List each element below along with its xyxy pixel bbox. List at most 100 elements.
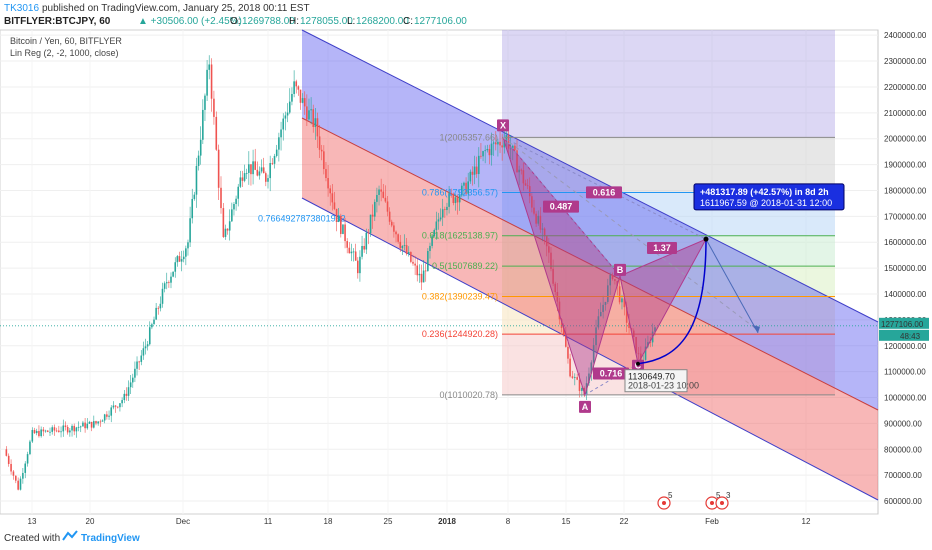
regression-channel: 0.7664927873801932 [258,29,879,501]
candle-body [571,376,574,378]
y-tick-label: 1100000.00 [884,368,926,377]
candle-body [541,228,544,230]
candle-body [299,89,302,103]
candle-body [159,303,162,309]
candle-body [427,251,429,272]
candle-body [465,182,467,194]
candle-body [550,252,552,269]
candle-body [265,173,267,182]
projection-end-dot [703,236,709,242]
candle-body [170,276,172,283]
fib-label: 0.5(1507689.22) [432,261,498,271]
candle-body [602,304,604,313]
candle-body [654,327,656,332]
candle-body [614,279,616,281]
candle-body [331,193,334,203]
candle-body [14,475,17,481]
x-tick-label: 20 [86,517,95,526]
x-tick-label: Feb [705,517,719,526]
time-axis[interactable]: 13 20 Dec 11 18 25 2018 8 15 22 Feb 125 5 3 [28,491,811,526]
candle-body [621,298,623,303]
candle-body [208,64,211,70]
candle-body [55,430,58,432]
candle-body [146,344,149,347]
footer-bar [0,526,932,550]
candle-body [187,242,189,249]
candle-body [528,186,531,197]
candle-body [618,286,621,303]
candle-body [140,355,143,362]
candle-body [361,245,363,257]
candle-body [22,472,24,479]
candle-body [142,348,145,356]
candle-body [262,167,265,174]
candle-body [26,454,29,464]
point-a-label: A [582,402,589,412]
candle-body [155,307,157,320]
candle-body [628,322,630,329]
candle-body [539,215,542,230]
candle-body [84,422,86,429]
candle-body [604,301,607,305]
event-marker-dot [662,501,666,505]
x-tick-label: 11 [264,517,273,526]
candle-body [256,169,259,176]
fib-label: 0.618(1625138.97) [422,231,498,241]
candle-body [17,480,19,490]
ohlc-close: 1277106.00 [414,16,467,27]
candle-body [217,149,220,188]
harmonic-pattern[interactable]: X A B C 0.487 0.616 1.37 0.716 +481317.89 (+42.5… [497,119,845,413]
candle-body [185,248,187,257]
candle-body [397,234,399,242]
candle-body [340,215,342,234]
candle-body [469,171,472,182]
candle-body [31,429,34,442]
footer-brand[interactable]: TradingView [81,533,140,544]
candle-body [461,185,463,196]
candle-body [75,427,78,432]
candle-body [44,430,47,432]
candle-body [401,245,404,249]
candle-body [499,141,501,146]
point-x-label: X [500,120,506,130]
x-tick-label: 13 [28,517,37,526]
candle-body [226,228,229,231]
candle-body [371,214,374,217]
candle-body [95,421,97,424]
ratio-0616-bg [586,186,622,199]
ohlc-low: 1268200.00 [356,16,409,27]
event-marker-dot [720,501,724,505]
fib-label: 0(1010020.78) [439,390,498,400]
candle-body [29,441,31,455]
candle-body [399,241,402,249]
candle-body [565,334,567,347]
point-c-label: C [635,361,642,371]
x-tick-label: 15 [562,517,571,526]
candle-body [524,183,527,186]
candle-body [435,221,438,231]
y-tick-label: 800000.00 [884,445,922,454]
price-axis[interactable]: 600000.00 700000.00 800000.00 900000.00 1000… [879,31,929,506]
candle-body [202,109,204,140]
x-tick-label: 22 [620,517,629,526]
candle-body [609,274,611,286]
candle-body [511,145,514,149]
candle-body [127,387,130,396]
pattern-bcd [619,238,708,366]
candle-body [386,201,389,212]
candle-body [222,208,225,237]
candle-body [73,425,76,432]
candle-body [574,377,576,378]
candle-body [484,150,486,152]
candle-body [119,403,121,408]
candle-body [599,312,602,317]
candle-body [325,169,327,179]
candle-body [592,345,595,363]
ohlc-high: 1278055.00 [300,16,353,27]
candle-body [286,112,289,116]
author-link[interactable]: TK3016 [4,3,39,14]
candle-body [215,116,218,150]
ohlc-low-label: L: [347,16,355,27]
candle-body [471,171,474,175]
